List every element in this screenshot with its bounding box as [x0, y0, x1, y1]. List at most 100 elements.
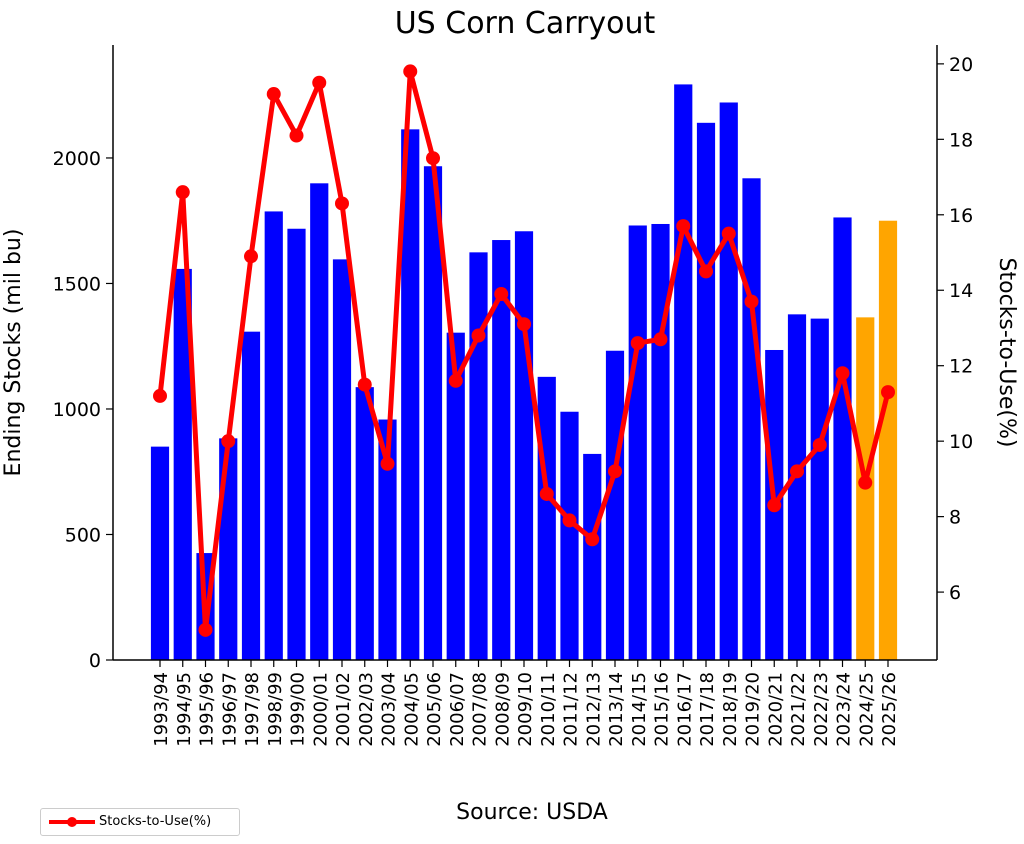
line-point [835, 366, 850, 381]
source-note: Source: USDA [456, 800, 608, 825]
x-tick-label: 2005/06 [424, 672, 445, 747]
bar [150, 446, 170, 660]
x-tick-label: 2025/26 [879, 672, 900, 747]
y-axis-label: Ending Stocks (mil bu) [1, 229, 26, 477]
y2-tick-label: 6 [949, 582, 961, 604]
line-point [585, 532, 600, 547]
x-tick-label: 2024/25 [856, 672, 877, 747]
bar [287, 228, 306, 660]
y2-tick-label: 8 [949, 507, 961, 529]
bar [583, 453, 602, 660]
x-tick-label: 2013/14 [606, 672, 627, 747]
bar [332, 259, 352, 660]
x-tick-label: 2010/11 [538, 672, 559, 747]
line-point [721, 226, 736, 241]
bar [719, 102, 738, 661]
bar [401, 129, 420, 661]
line-point [858, 475, 873, 490]
y-tick-label: 500 [65, 524, 101, 546]
x-tick-label: 2003/04 [379, 672, 400, 747]
line-point [539, 486, 554, 501]
line-point [608, 464, 622, 479]
bar [492, 240, 511, 661]
line-point [767, 498, 782, 513]
x-tick-label: 2019/20 [743, 672, 764, 747]
line-point [494, 287, 509, 302]
x-tick-label: 1999/00 [288, 672, 309, 747]
line-point [790, 464, 804, 479]
y-tick-label: 1500 [53, 273, 101, 295]
line-point [812, 437, 827, 452]
line-series [153, 64, 895, 637]
x-tick-label: 2004/05 [401, 672, 422, 747]
x-tick-label: 2000/01 [310, 672, 331, 747]
bar [696, 122, 716, 660]
line-point [266, 87, 281, 102]
line-point [699, 264, 713, 279]
bar [810, 318, 829, 660]
chart: US Corn Carryout 0 500 1000 1500 2000 6 8 10 12… [1, 6, 1019, 747]
line-point [380, 456, 395, 471]
x-tick-label: 2002/03 [356, 672, 377, 747]
x-tick-label: 2007/08 [470, 672, 491, 747]
line-point [198, 622, 213, 637]
bar [469, 252, 488, 661]
x-tick-label: 2022/23 [811, 672, 832, 747]
line-point [175, 185, 190, 200]
bar [628, 225, 647, 660]
x-axis-ticks: 1993/94 1994/95 1995/96 1996/97 1997/98 1998/… [151, 660, 900, 747]
bar [173, 268, 192, 660]
line-point [562, 513, 577, 528]
y2-tick-label: 14 [949, 280, 973, 302]
left-axis-ticks: 0 500 1000 1500 2000 [53, 148, 113, 672]
line-point [244, 249, 258, 264]
x-tick-label: 2012/13 [583, 672, 604, 747]
line-point [357, 377, 372, 392]
x-tick-label: 1998/99 [265, 672, 286, 747]
x-tick-label: 2016/17 [674, 672, 695, 747]
x-tick-label: 2015/16 [652, 672, 673, 747]
y-tick-label: 0 [89, 650, 101, 672]
legend-label: Stocks-to-Use(%) [99, 814, 212, 829]
line-point [426, 151, 440, 166]
line-point [153, 388, 167, 403]
x-tick-label: 1993/94 [151, 672, 172, 747]
y2-tick-label: 10 [949, 431, 973, 453]
line-point [630, 336, 645, 351]
y-tick-label: 2000 [53, 148, 101, 170]
bar [560, 411, 579, 660]
x-tick-label: 2021/22 [788, 672, 809, 747]
x-tick-label: 1995/96 [197, 672, 218, 747]
y2-tick-label: 18 [949, 129, 973, 151]
line-point [517, 317, 531, 332]
x-tick-label: 2018/19 [720, 672, 741, 747]
bar [674, 84, 693, 660]
bar [241, 331, 261, 660]
line-point [653, 332, 668, 347]
line-point [335, 196, 349, 211]
line-point [403, 64, 418, 79]
x-tick-label: 1996/97 [219, 672, 240, 747]
bar [423, 166, 443, 660]
bar [878, 220, 898, 660]
x-tick-label: 2017/18 [697, 672, 718, 747]
x-tick-label: 2023/24 [834, 672, 855, 747]
y-tick-label: 1000 [53, 399, 101, 421]
x-tick-label: 2006/07 [447, 672, 468, 747]
bar [514, 231, 534, 660]
bar [378, 419, 397, 660]
legend-line-swatch [49, 817, 95, 827]
bar [219, 438, 238, 660]
line-point [881, 385, 895, 400]
line-point [471, 328, 486, 343]
x-tick-label: 2009/10 [515, 672, 536, 747]
line-point [312, 75, 327, 90]
bar [264, 211, 283, 661]
y2-tick-label: 16 [949, 205, 973, 227]
line-point [289, 128, 304, 143]
line-point [448, 373, 463, 388]
line-point [744, 294, 759, 309]
legend: Stocks-to-Use(%) [40, 808, 240, 836]
axes [112, 45, 938, 661]
y2-axis-label: Stocks-to-Use(%) [994, 258, 1019, 448]
